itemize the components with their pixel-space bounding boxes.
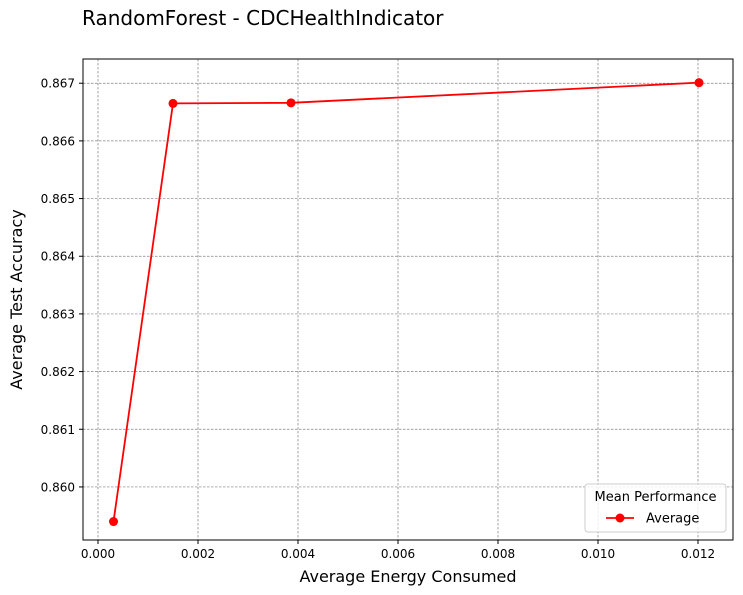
data-point — [109, 517, 118, 527]
series-line — [112, 81, 700, 522]
x-tick-label: 0.010 — [581, 547, 615, 561]
chart-title: RandomForest - CDCHealthIndicator — [82, 6, 444, 30]
y-tick-label: 0.863 — [41, 307, 75, 321]
plot-frame — [82, 58, 734, 541]
x-tick-label: 0.012 — [681, 547, 715, 561]
x-tick-label: 0.008 — [481, 547, 515, 561]
x-tick-label: 0.004 — [281, 547, 315, 561]
y-tick-label: 0.864 — [41, 250, 75, 264]
grid-lines — [83, 59, 733, 540]
data-point — [286, 98, 296, 108]
legend: Mean Performance Average — [584, 483, 727, 533]
data-point — [694, 78, 704, 88]
legend-marker-sample — [615, 513, 625, 523]
y-tick-label: 0.866 — [41, 134, 75, 148]
y-tick-label: 0.860 — [41, 480, 75, 494]
y-tick-label: 0.862 — [41, 365, 75, 379]
y-tick-label: 0.867 — [41, 77, 75, 91]
x-tick-label: 0.002 — [181, 547, 215, 561]
y-tick-label: 0.861 — [41, 423, 75, 437]
y-axis-label: Average Test Accuracy — [7, 209, 26, 389]
axis-ticks: 0.000 0.002 0.004 0.006 0.008 0.010 0.012 0.860… — [41, 77, 716, 561]
legend-entry-average: Average — [646, 512, 699, 527]
data-point — [168, 98, 178, 108]
x-tick-label: 0.006 — [381, 547, 415, 561]
x-tick-label: 0.000 — [81, 547, 115, 561]
x-axis-label: Average Energy Consumed — [299, 567, 516, 586]
legend-title: Mean Performance — [595, 490, 717, 505]
y-tick-label: 0.865 — [41, 192, 75, 206]
data-series — [109, 78, 704, 527]
